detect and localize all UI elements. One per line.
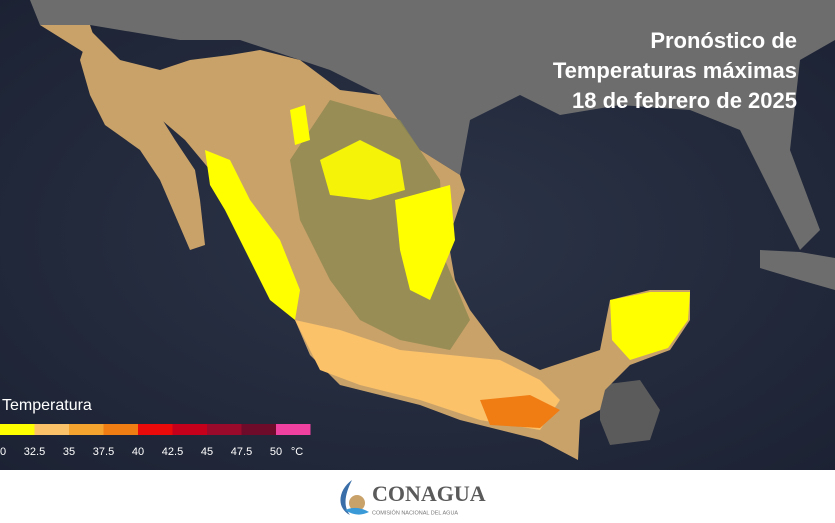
zone-yellow [610,292,690,360]
legend-swatch [138,424,173,435]
zone-yellow [290,105,310,145]
legend-tick-label: 35 [63,446,75,458]
zone-yellow [205,150,300,320]
legend-tick-label: 42.5 [162,446,183,458]
legend-tick-label: 40 [132,446,144,458]
zone-yellow [320,140,405,200]
legend-tick-label: 37.5 [93,446,114,458]
legend-swatch [172,424,207,435]
legend-tick-label: 32.5 [24,446,45,458]
legend-swatch [34,424,69,435]
logo-icon [340,480,369,515]
legend-tick-label: 30 [0,446,6,458]
legend-title: Temperatura [2,397,92,414]
zone-orange [480,395,560,428]
land-baja [80,30,205,250]
legend-swatch [207,424,242,435]
title-line: Temperaturas máximas [553,58,797,83]
footer [0,470,835,523]
legend: Temperatura 30 32.5 35 37.5 40 42.5 45 47.5 50 °C [0,397,311,458]
legend-swatch [241,424,276,435]
legend-swatch [103,424,138,435]
legend-swatch [69,424,104,435]
legend-tick-label: 50 [270,446,282,458]
land-cuba [760,250,835,290]
logo-subtitle: COMISIÓN NACIONAL DEL AGUA [372,509,458,516]
land-north [0,0,835,250]
land-central-america [600,380,660,445]
logo-text: CONAGUA [372,481,486,506]
legend-tick-label: 45 [201,446,213,458]
legend-swatch [0,424,35,435]
title-line: Pronóstico de [650,28,797,53]
legend-swatch [276,424,311,435]
zone-yellow [395,185,455,300]
legend-unit: °C [291,446,303,458]
legend-tick-label: 47.5 [231,446,252,458]
title-line: 18 de febrero de 2025 [572,88,797,113]
